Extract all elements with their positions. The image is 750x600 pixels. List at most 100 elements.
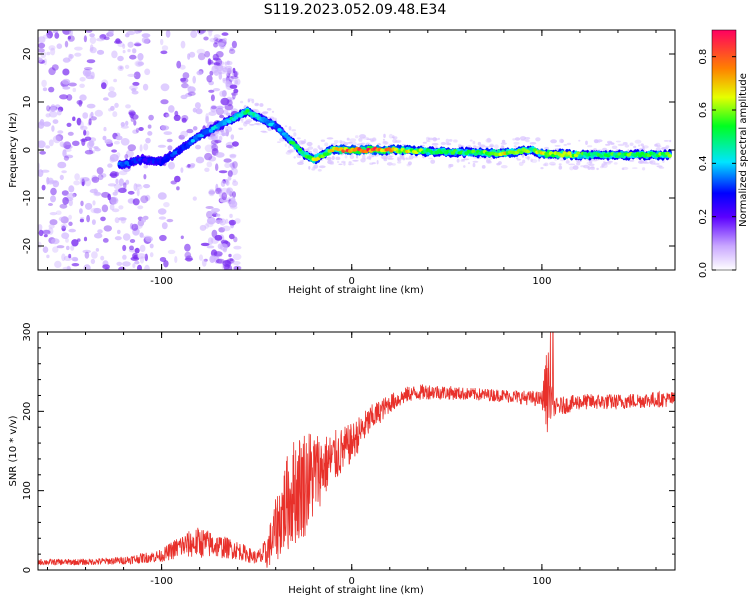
spectrogram-speckle <box>554 158 558 161</box>
spectrogram-speckle <box>229 47 234 51</box>
spectrogram-speckle <box>319 147 324 150</box>
spectrogram-speckle <box>449 163 454 168</box>
spectrogram-speckle <box>163 260 169 268</box>
spectrogram-speckle <box>207 237 214 245</box>
spectrogram-speckle <box>489 145 494 147</box>
spectrogram-speckle <box>94 232 103 239</box>
spectrogram-speckle <box>192 126 198 131</box>
spectrogram-speckle <box>525 139 530 143</box>
spectrogram-ytick-label: -20 <box>22 238 33 254</box>
spectrogram-speckle <box>213 251 223 257</box>
spectrogram-speckle <box>137 253 146 259</box>
spectrogram-speckle <box>407 161 412 166</box>
spectrogram-speckle <box>196 70 203 76</box>
spectrogram-speckle <box>568 163 576 166</box>
spectrogram-speckle <box>84 178 92 187</box>
spectrogram-speckle <box>622 142 628 145</box>
spectrogram-speckle <box>176 60 182 69</box>
spectrogram-speckle <box>431 142 439 146</box>
spectrogram-speckle <box>238 127 244 130</box>
spectrogram-speckle <box>160 83 170 92</box>
spectrogram-speckle <box>132 81 140 86</box>
spectrogram-speckle <box>296 137 301 140</box>
spectrogram-speckle <box>185 255 193 262</box>
spectrogram-speckle <box>90 258 96 265</box>
spectrogram-speckle <box>43 234 48 238</box>
spectrogram-speckle <box>535 137 541 142</box>
spectrogram-speckle <box>180 77 189 84</box>
spectrogram-speckle <box>602 147 607 151</box>
spectrogram-speckle <box>101 204 109 213</box>
spectrogram-speckle <box>59 94 69 100</box>
spectrogram-speckle <box>124 154 129 160</box>
spectrogram-speckle <box>203 36 209 41</box>
spectrogram-speckle <box>63 155 69 161</box>
spectrogram-speckle <box>46 30 53 39</box>
spectrogram-speckle <box>206 75 213 83</box>
spectrogram-speckle <box>356 155 359 159</box>
spectrogram-speckle <box>122 49 126 54</box>
spectrogram-speckle <box>81 178 85 187</box>
spectrogram-speckle <box>213 62 221 66</box>
spectrogram-speckle <box>120 138 130 146</box>
spectrogram-speckle <box>226 112 231 117</box>
spectrogram-speckle <box>79 83 85 89</box>
spectrogram-speckle <box>621 167 625 171</box>
spectrogram-speckle <box>120 122 126 127</box>
spectrogram-speckle <box>180 130 189 138</box>
spectrogram-speckle <box>306 141 313 147</box>
snr-xtick-label: -100 <box>150 576 173 587</box>
spectrogram-speckle <box>192 196 197 201</box>
spectrogram-speckle <box>180 40 186 49</box>
spectrogram-speckle <box>330 143 338 145</box>
spectrogram-speckle <box>160 38 164 46</box>
spectrogram-speckle <box>101 173 107 178</box>
spectrogram-speckle <box>68 228 76 233</box>
spectrogram-speckle <box>642 145 649 149</box>
spectrogram-speckle <box>346 137 350 141</box>
spectrogram-speckle <box>118 187 127 193</box>
spectrogram-speckle <box>663 140 670 142</box>
spectrogram-speckle <box>59 203 68 209</box>
spectrogram-speckle <box>83 129 87 136</box>
spectrogram-speckle <box>208 30 213 37</box>
spectrogram-speckle <box>288 126 292 131</box>
spectrogram-speckle <box>312 148 318 153</box>
spectrogram-speckle <box>544 146 549 150</box>
spectrogram-speckle <box>208 111 217 116</box>
spectrogram-speckle <box>138 127 144 131</box>
spectrogram-speckle <box>215 105 224 110</box>
spectrogram-speckle <box>145 137 151 144</box>
spectrogram-speckle <box>38 36 46 44</box>
spectrogram-speckle <box>92 200 96 206</box>
spectrogram-ridge <box>190 139 195 143</box>
spectrogram-speckle <box>72 87 77 93</box>
spectrogram-speckle <box>370 139 374 143</box>
spectrogram-speckle <box>118 178 124 186</box>
spectrogram-speckle <box>227 176 232 181</box>
spectrogram-speckle <box>82 249 91 254</box>
spectrogram-ridge <box>519 150 524 155</box>
spectrogram-speckle <box>210 94 215 102</box>
spectrogram-speckle <box>184 243 191 252</box>
spectrogram-speckle <box>82 112 89 119</box>
spectrogram-speckle <box>384 141 388 145</box>
spectrogram-speckle <box>578 139 581 142</box>
spectrogram-speckle <box>103 97 109 101</box>
spectrogram-speckle <box>91 176 100 183</box>
spectrogram-speckle <box>391 163 396 166</box>
spectrogram-speckle <box>159 257 167 262</box>
spectrogram-speckle <box>84 202 93 210</box>
spectrogram-speckle <box>291 129 297 132</box>
spectrogram-speckle <box>486 159 491 164</box>
spectrogram-speckle <box>391 136 395 139</box>
spectrogram-speckle <box>249 123 255 126</box>
spectrogram-speckle <box>500 142 507 145</box>
spectrogram-speckle <box>215 38 223 42</box>
spectrogram-speckle <box>335 156 341 161</box>
spectrogram-speckle <box>458 143 462 148</box>
spectrogram-speckle <box>587 145 593 148</box>
spectrogram-speckle <box>200 242 210 247</box>
spectrogram-speckle <box>293 132 297 137</box>
spectrogram-speckle <box>89 36 97 44</box>
